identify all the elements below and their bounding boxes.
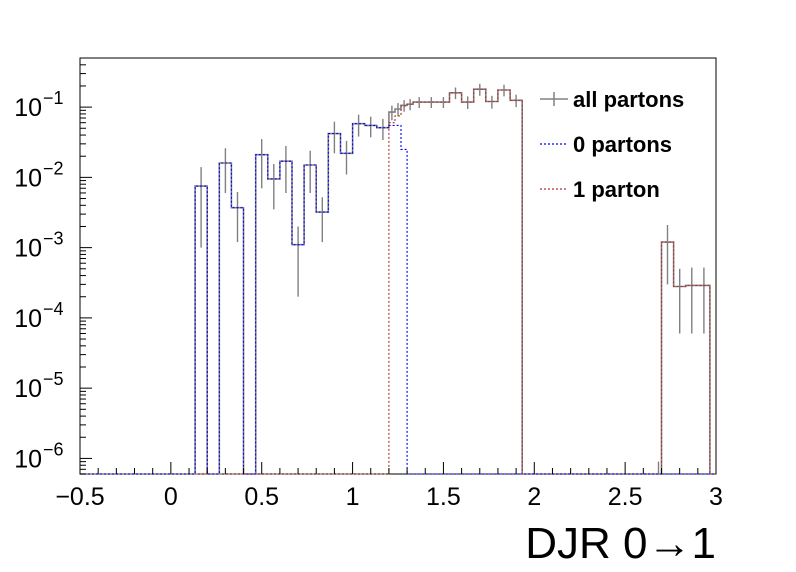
x-tick-label: 2.5 [608,483,643,511]
series-line-0-partons [80,123,716,475]
x-tick-label: 2 [527,483,541,511]
plot-frame [79,57,717,475]
legend: all partons 0 partons 1 parton [540,87,684,202]
y-tick-exponent: −2 [43,158,64,178]
x-tick-label: −0.5 [55,483,104,511]
y-axis-ticks: 10−110−210−310−410−510−6 [14,57,92,475]
legend-label-0-partons: 0 partons [573,132,672,157]
legend-label-1-parton: 1 parton [573,177,660,202]
y-tick-label: 10 [14,94,42,122]
legend-label-all-partons: all partons [573,87,684,112]
histogram-layer [80,83,716,475]
x-tick-label: 3 [709,483,723,511]
y-tick-exponent: −3 [43,229,64,249]
y-tick-label: 10 [14,305,42,333]
series-line-1-parton [80,88,716,475]
x-axis-ticks: −0.5 0 0.5 1 1.5 2 2.5 3 [55,462,723,511]
y-tick-label: 10 [14,235,42,263]
series-line-all-partons [80,88,716,475]
x-axis-title: DJR 0→1 [525,519,716,568]
y-tick-exponent: −5 [43,369,64,389]
y-tick-exponent: −4 [43,299,64,319]
y-tick-label: 10 [14,375,42,403]
x-tick-label: 1 [346,483,360,511]
x-tick-label: 0 [164,483,178,511]
y-tick-exponent: −1 [43,88,64,108]
y-tick-label: 10 [14,164,42,192]
x-tick-label: 1.5 [426,483,461,511]
y-tick-label: 10 [14,445,42,473]
x-tick-label: 0.5 [244,483,279,511]
y-tick-exponent: −6 [43,439,64,459]
